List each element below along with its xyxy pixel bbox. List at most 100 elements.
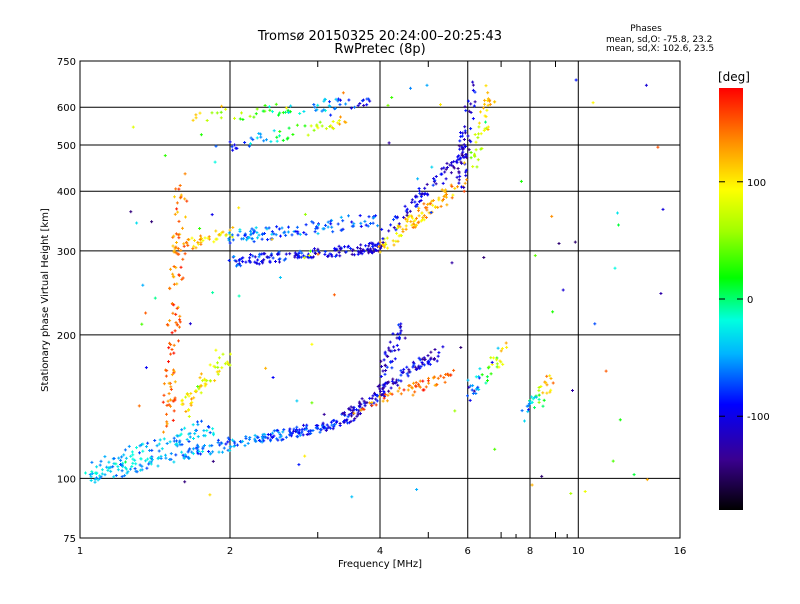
data-point [519, 179, 523, 183]
data-point [394, 228, 398, 232]
data-point [253, 255, 257, 259]
data-point [254, 439, 258, 443]
data-point [323, 250, 327, 254]
data-point [88, 473, 92, 476]
data-point [194, 446, 198, 450]
data-point [141, 442, 145, 446]
data-point [411, 222, 415, 226]
data-point [172, 282, 176, 286]
y-tick-label: 100 [57, 474, 76, 485]
data-point [457, 154, 461, 158]
data-point [411, 360, 415, 364]
data-point [386, 246, 390, 250]
data-point [199, 240, 203, 244]
data-point [198, 227, 202, 230]
data-point [108, 466, 112, 470]
data-point [150, 448, 154, 452]
data-point [485, 375, 489, 379]
data-point [485, 108, 489, 112]
data-point [226, 440, 230, 444]
data-point [425, 83, 429, 87]
data-point [211, 459, 215, 463]
data-point [200, 236, 203, 240]
data-point [287, 126, 291, 130]
data-point [382, 244, 386, 248]
data-point [459, 131, 462, 135]
data-point [324, 429, 328, 432]
data-point [406, 214, 410, 218]
data-point [385, 399, 389, 403]
data-point [131, 457, 135, 461]
data-point [264, 226, 268, 230]
data-point [171, 235, 175, 239]
data-point [206, 425, 210, 428]
data-point [364, 223, 368, 227]
data-point [227, 259, 231, 262]
data-point [270, 431, 274, 435]
data-point [373, 243, 377, 247]
data-point [397, 348, 401, 352]
data-point [201, 447, 205, 451]
data-point [462, 143, 466, 147]
data-point [322, 412, 326, 416]
data-point [537, 389, 541, 393]
data-point [330, 254, 334, 258]
data-point [170, 348, 174, 351]
data-point [462, 146, 466, 150]
data-point [388, 391, 392, 395]
data-point [175, 439, 178, 443]
data-point [424, 385, 428, 389]
data-point [138, 463, 142, 467]
data-point [148, 449, 152, 452]
data-point [413, 390, 417, 394]
data-point [462, 186, 466, 189]
data-point [473, 154, 476, 158]
data-point [221, 450, 224, 454]
data-point [89, 479, 93, 482]
data-point [250, 237, 254, 240]
data-point [294, 229, 298, 233]
data-point [418, 385, 422, 389]
data-point [294, 430, 298, 434]
data-point [436, 354, 440, 358]
data-point [413, 218, 417, 222]
data-point [534, 395, 538, 399]
data-point [412, 219, 416, 223]
data-point [520, 409, 524, 413]
data-point [379, 375, 383, 378]
data-point [376, 224, 380, 228]
data-point [412, 363, 416, 367]
data-point [488, 102, 492, 106]
data-point [418, 358, 422, 362]
data-point [213, 160, 217, 164]
data-point [486, 379, 489, 383]
data-point [178, 318, 182, 322]
data-point [169, 398, 172, 402]
data-point [388, 349, 392, 353]
data-point [302, 254, 306, 258]
data-point [320, 109, 324, 113]
data-point [240, 111, 243, 115]
data-point [153, 296, 157, 300]
data-point [165, 403, 169, 407]
data-point [172, 351, 176, 355]
data-point [446, 372, 450, 376]
data-point [426, 360, 430, 364]
data-point [304, 425, 308, 429]
data-point [356, 252, 360, 256]
data-point [387, 229, 391, 233]
data-point [383, 241, 387, 245]
data-point [184, 410, 188, 413]
data-point [207, 235, 211, 239]
data-point [360, 248, 364, 252]
data-point [367, 244, 371, 248]
data-point [471, 80, 475, 84]
data-point [117, 456, 121, 460]
data-point [418, 366, 422, 370]
data-point [458, 139, 462, 143]
data-point [201, 445, 205, 449]
data-point [403, 204, 407, 208]
data-point [236, 233, 240, 237]
data-point [415, 216, 418, 220]
data-point [369, 248, 373, 252]
